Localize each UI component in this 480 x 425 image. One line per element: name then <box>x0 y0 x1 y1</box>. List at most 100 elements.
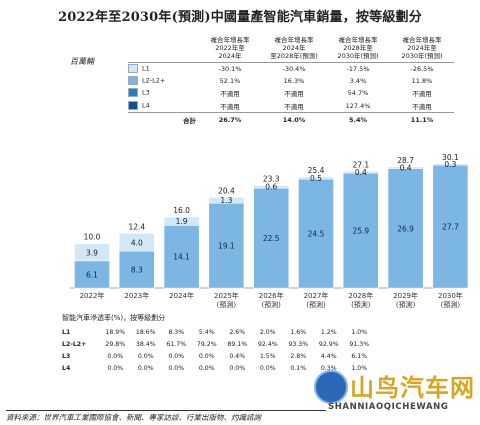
penetration-cell: 1.0% <box>351 328 368 336</box>
growth-total-row: 合計 26.7% 14.0% 5.4% 11.1% <box>128 112 454 126</box>
growth-header: 複合年增長率 2028年至 2030年(預測) <box>326 36 390 63</box>
growth-row-label: L3 <box>128 87 198 100</box>
penetration-cell: 1.2% <box>320 328 337 336</box>
bar-value-label: 26.9 <box>397 224 414 233</box>
penetration-cell: 0.0% <box>137 365 154 373</box>
bar-segment <box>119 250 155 289</box>
growth-cell: 127.4% <box>345 101 371 110</box>
bar-value-label: 22.5 <box>263 234 280 243</box>
x-tick-label: (預測) <box>217 300 237 309</box>
growth-total-label: 合計 <box>128 112 198 126</box>
penetration-cell: 93.3% <box>288 340 309 348</box>
legend-label: L1 <box>142 64 150 73</box>
growth-cell: 16.3% <box>283 76 305 85</box>
legend-swatch <box>128 88 138 98</box>
source-note: 資料來源：世界汽車工業國際協會、新聞、專家訪談、行業出版物、灼識諮詢 <box>6 410 326 423</box>
growth-header: 複合年增長率 2022年至 2024年 <box>198 36 262 63</box>
penetration-cell: 4.4% <box>320 352 337 360</box>
penetration-cell: 0.0% <box>168 352 185 360</box>
stacked-bar-chart: 0.00.06.13.910.02022年0.00.08.34.012.4202… <box>70 153 469 309</box>
penetration-cell: 2.0% <box>259 328 276 336</box>
penetration-row-label: L2-L2+ <box>62 340 87 348</box>
x-tick-label: 2023年 <box>124 291 149 300</box>
growth-total-cell: 11.1% <box>390 112 454 126</box>
growth-row: L3 不適用 不適用 54.7% 不適用 <box>128 87 454 100</box>
bar-value-label: 0.3 <box>444 160 456 169</box>
penetration-row: L4 0.0% 0.0% 0.0% 0.0% 0.0% 0.0% 0.1% 0.3% 1.0% <box>62 363 375 375</box>
x-tick-label: (預測) <box>441 300 461 309</box>
penetration-cell: 0.4% <box>229 352 246 360</box>
x-tick-label: (預測) <box>396 300 416 309</box>
penetration-row-label: L3 <box>62 352 71 360</box>
penetration-cell: 2.6% <box>229 328 246 336</box>
growth-cell: 不適用 <box>220 102 240 111</box>
x-tick-label: (預測) <box>351 300 371 309</box>
bar-segment <box>208 203 245 289</box>
bar-segment <box>432 164 469 289</box>
x-tick-label: 2027年 <box>304 291 329 300</box>
penetration-cell: 1.5% <box>259 352 276 360</box>
penetration-cell: 2.8% <box>290 352 307 360</box>
bar-value-label: 1.3 <box>220 196 232 205</box>
penetration-cell: 8.3% <box>168 328 185 336</box>
x-tick-label: 2025年 <box>214 291 239 300</box>
x-tick-label: (預測) <box>306 300 326 309</box>
growth-cell: 3.4% <box>349 76 367 85</box>
x-tick-label: 2028年 <box>348 291 373 300</box>
penetration-cell: 92.9% <box>318 340 339 348</box>
penetration-row: L1 18.9% 18.6% 8.3% 5.4% 2.6% 2.0% 1.6% 1.2% 1.0% <box>62 326 375 338</box>
growth-cell: 11.8% <box>411 76 433 85</box>
x-tick-label: 2022年 <box>80 291 105 300</box>
bar-value-label: 0.5 <box>310 174 322 183</box>
bar-segment <box>74 260 110 289</box>
growth-cell: -30.1% <box>218 64 242 73</box>
bar-segment <box>387 166 424 169</box>
growth-table: 複合年增長率 2022年至 2024年 複合年增長率 2024年 至2028年(… <box>128 36 454 126</box>
growth-cell: 不適用 <box>284 89 304 98</box>
growth-row-label: L2-L2+ <box>128 75 198 87</box>
growth-header: 複合年增長率 2024年至 2030年(預測) <box>390 36 454 63</box>
growth-header: 複合年增長率 2024年 至2028年(預測) <box>262 36 326 63</box>
growth-total-cell: 14.0% <box>262 112 326 126</box>
penetration-cell: 0.3% <box>320 365 337 373</box>
penetration-row: L3 0.0% 0.0% 0.0% 0.0% 0.4% 1.5% 2.8% 4.4% 6.1% <box>62 350 375 362</box>
penetration-cell: 61.7% <box>166 340 187 348</box>
penetration-cell: 6.1% <box>351 352 368 360</box>
bar-value-label: 4.0 <box>131 238 143 247</box>
penetration-cell: 0.0% <box>259 365 276 373</box>
growth-cell: 54.7% <box>347 88 369 97</box>
penetration-row-label: L4 <box>62 365 71 373</box>
growth-row-label: L1 <box>128 63 198 75</box>
penetration-cell: 0.0% <box>198 352 215 360</box>
bar-segment <box>208 197 245 204</box>
growth-cell: 不適用 <box>284 102 304 111</box>
growth-row: L4 不適用 不適用 127.4% 不適用 <box>128 99 454 112</box>
bar-value-label: 1.9 <box>176 217 188 226</box>
bar-value-label: 19.1 <box>218 242 235 251</box>
penetration-cell: 79.2% <box>196 340 217 348</box>
bar-segment <box>253 187 289 289</box>
legend-swatch <box>128 76 138 86</box>
penetration-cell: 89.1% <box>227 340 248 348</box>
penetration-cell: 1.0% <box>351 365 368 373</box>
watermark-text: 山鸟汽车网 <box>350 374 475 402</box>
bar-total-label: 16.0 <box>173 206 190 215</box>
bar-value-label: 0.4 <box>355 168 367 177</box>
x-tick-label: 2030年 <box>438 291 463 300</box>
growth-cell: 不適用 <box>412 89 432 98</box>
legend-label: L3 <box>142 88 150 97</box>
growth-total-cell: 5.4% <box>326 112 390 126</box>
growth-row: L1 -30.1% -30.4% -17.5% -26.5% <box>128 63 454 75</box>
bar-value-label: 24.5 <box>308 230 325 239</box>
growth-cell: -26.5% <box>410 64 434 73</box>
bar-segment <box>163 216 200 226</box>
growth-cell: 不適用 <box>220 89 240 98</box>
bar-segment <box>253 185 289 189</box>
bar-segment <box>163 225 200 289</box>
growth-total-cell: 26.7% <box>198 112 262 126</box>
penetration-cell: 0.0% <box>137 352 154 360</box>
penetration-cell: 0.0% <box>107 352 124 360</box>
penetration-cell: 18.9% <box>105 328 126 336</box>
bar-value-label: 0.4 <box>400 164 412 173</box>
penetration-cell: 0.0% <box>198 365 215 373</box>
